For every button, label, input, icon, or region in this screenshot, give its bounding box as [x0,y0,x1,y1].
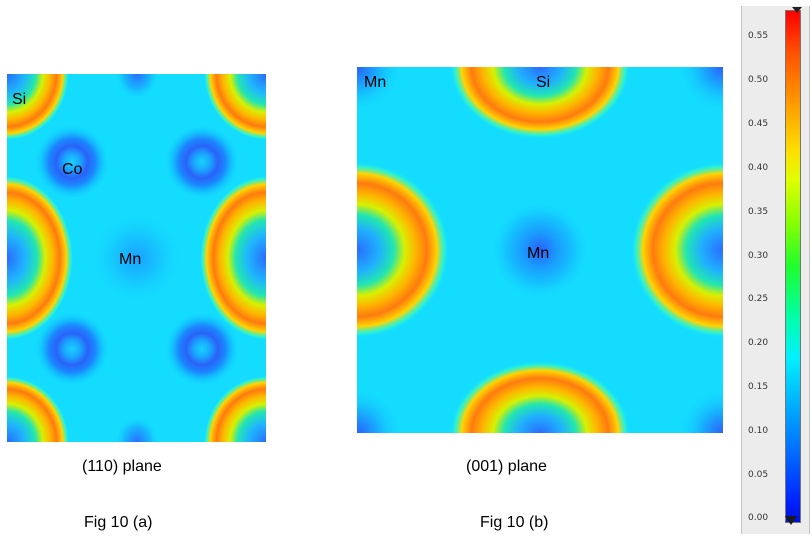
scale-tick-label: 0.00 [748,513,769,523]
charge-density-map-001: Mn Si Mn [357,67,723,433]
scale-tick-label: 0.05 [748,470,769,480]
charge-density-plot-110 [7,74,266,442]
atom-label-mn-corner: Mn [364,74,387,91]
scale-tick-label: 0.25 [748,294,769,304]
atom-label-si: Si [536,74,551,91]
caption-plane-b: (001) plane [466,458,547,475]
scale-tick-label: 0.10 [748,426,769,436]
scale-max-marker-icon[interactable] [792,7,802,13]
scale-tick-label: 0.50 [748,75,769,85]
atom-label-mn: Mn [119,251,142,268]
scale-tick-label: 0.35 [748,207,769,217]
scale-tick-label: 0.40 [748,163,769,173]
atom-label-co: Co [62,161,83,178]
scale-tick-label: 0.15 [748,382,769,392]
scale-tick-label: 0.55 [748,31,769,41]
scale-tick-label: 0.20 [748,338,769,348]
charge-density-map-110: Si Co Mn [7,74,266,442]
atom-label-si: Si [12,91,27,108]
caption-figure-b: Fig 10 (b) [480,514,549,531]
atom-label-mn-center: Mn [527,245,550,262]
color-scale-bar [785,10,801,523]
caption-figure-a: Fig 10 (a) [84,514,153,531]
caption-plane-a: (110) plane [82,458,162,475]
scale-tick-label: 0.45 [748,119,769,129]
charge-density-plot-001 [357,67,723,433]
scale-tick-label: 0.30 [748,251,769,261]
scale-min-marker-icon[interactable] [785,516,797,525]
